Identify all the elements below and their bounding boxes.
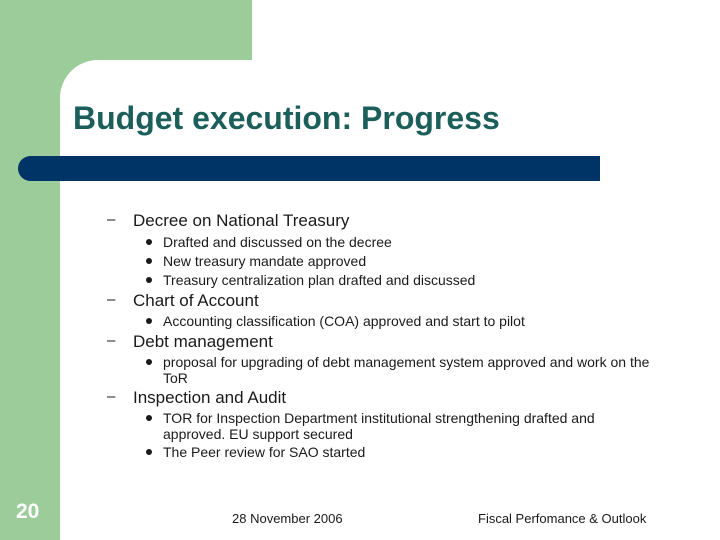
dash-bullet-icon: – — [107, 388, 116, 405]
list-item-text: The Peer review for SAO started — [163, 444, 366, 460]
list-item: Accounting classification (COA) approved… — [146, 313, 653, 329]
slide-number: 20 — [16, 500, 40, 523]
list-item: The Peer review for SAO started — [146, 444, 653, 460]
section-heading: – Debt management — [107, 332, 273, 352]
section-heading-text: Debt management — [133, 332, 273, 351]
round-bullet-icon — [146, 277, 152, 283]
round-bullet-icon — [146, 239, 152, 245]
section-heading: – Chart of Account — [107, 291, 259, 311]
list-item-text: New treasury mandate approved — [163, 253, 367, 269]
footer-title: Fiscal Perfomance & Outlook — [478, 511, 647, 526]
list-item: TOR for Inspection Department institutio… — [146, 410, 653, 442]
dash-bullet-icon: – — [107, 211, 116, 228]
slide-title: Budget execution: Progress — [73, 100, 500, 136]
round-bullet-icon — [146, 258, 152, 264]
list-item-text: TOR for Inspection Department institutio… — [163, 410, 595, 442]
round-bullet-icon — [146, 318, 152, 324]
title-underline-bar — [18, 156, 600, 181]
list-item-text: Drafted and discussed on the decree — [163, 234, 392, 250]
dash-bullet-icon: – — [107, 332, 116, 349]
dash-bullet-icon: – — [107, 291, 116, 308]
list-item: Drafted and discussed on the decree — [146, 234, 653, 250]
round-bullet-icon — [146, 415, 152, 421]
footer-date: 28 November 2006 — [232, 511, 343, 526]
list-item-text: proposal for upgrading of debt managemen… — [163, 354, 650, 386]
list-item-text: Treasury centralization plan drafted and… — [163, 272, 476, 288]
section-heading-text: Inspection and Audit — [133, 388, 287, 407]
round-bullet-icon — [146, 359, 152, 365]
section-heading-text: Chart of Account — [133, 291, 259, 310]
list-item-text: Accounting classification (COA) approved… — [163, 313, 525, 329]
list-item: Treasury centralization plan drafted and… — [146, 272, 653, 288]
list-item: New treasury mandate approved — [146, 253, 653, 269]
section-heading: – Decree on National Treasury — [107, 211, 350, 231]
slide-content-panel — [60, 60, 720, 540]
list-item: proposal for upgrading of debt managemen… — [146, 354, 653, 386]
section-heading-text: Decree on National Treasury — [133, 211, 350, 230]
section-heading: – Inspection and Audit — [107, 388, 287, 408]
round-bullet-icon — [146, 449, 152, 455]
